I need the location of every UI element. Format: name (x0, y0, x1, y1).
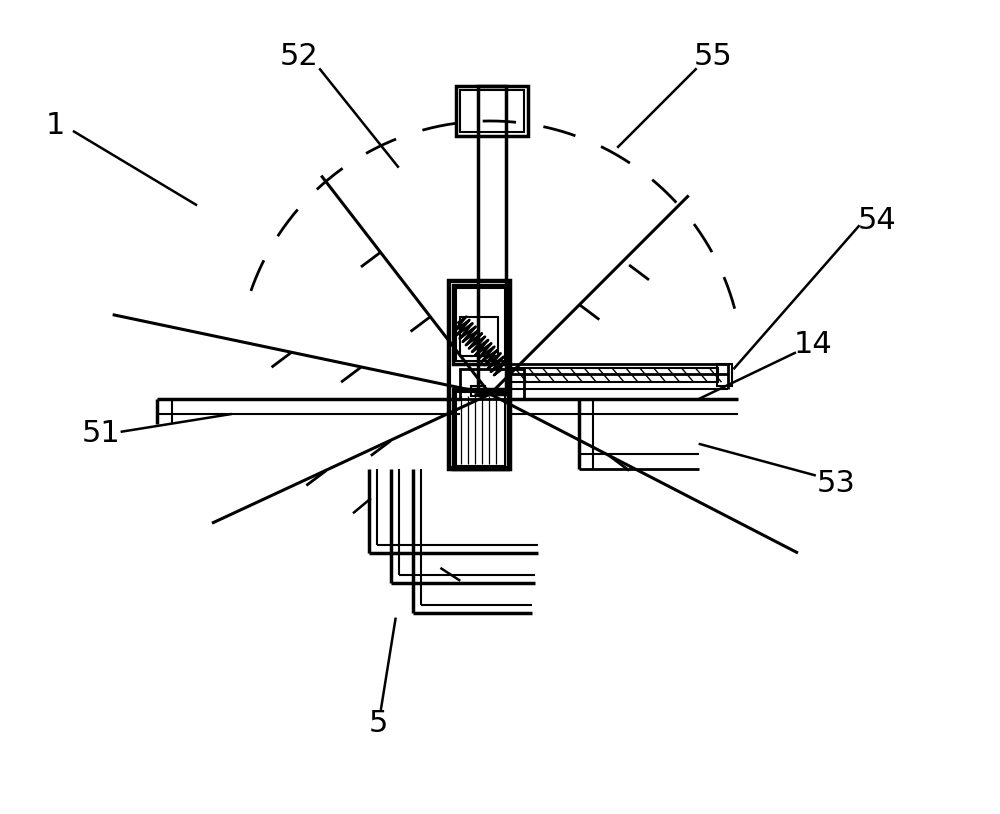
Bar (456, 288, 505, 361)
Bar (471, 386, 485, 396)
Text: 5: 5 (369, 709, 389, 738)
Bar (450, 282, 508, 466)
Text: 53: 53 (816, 469, 855, 498)
Bar (456, 86, 528, 136)
Text: 52: 52 (280, 42, 319, 71)
Bar (717, 365, 732, 386)
Bar (460, 317, 498, 357)
Bar (460, 370, 524, 399)
Bar (460, 90, 524, 132)
Text: 14: 14 (793, 330, 832, 359)
Bar (478, 86, 506, 394)
Text: 1: 1 (45, 112, 65, 141)
Text: 54: 54 (858, 206, 897, 234)
Bar (453, 285, 508, 365)
Bar (448, 280, 510, 469)
Bar (510, 368, 718, 382)
Bar (453, 389, 508, 469)
Text: 55: 55 (694, 42, 733, 71)
Bar (456, 392, 505, 466)
Text: 51: 51 (81, 419, 120, 449)
